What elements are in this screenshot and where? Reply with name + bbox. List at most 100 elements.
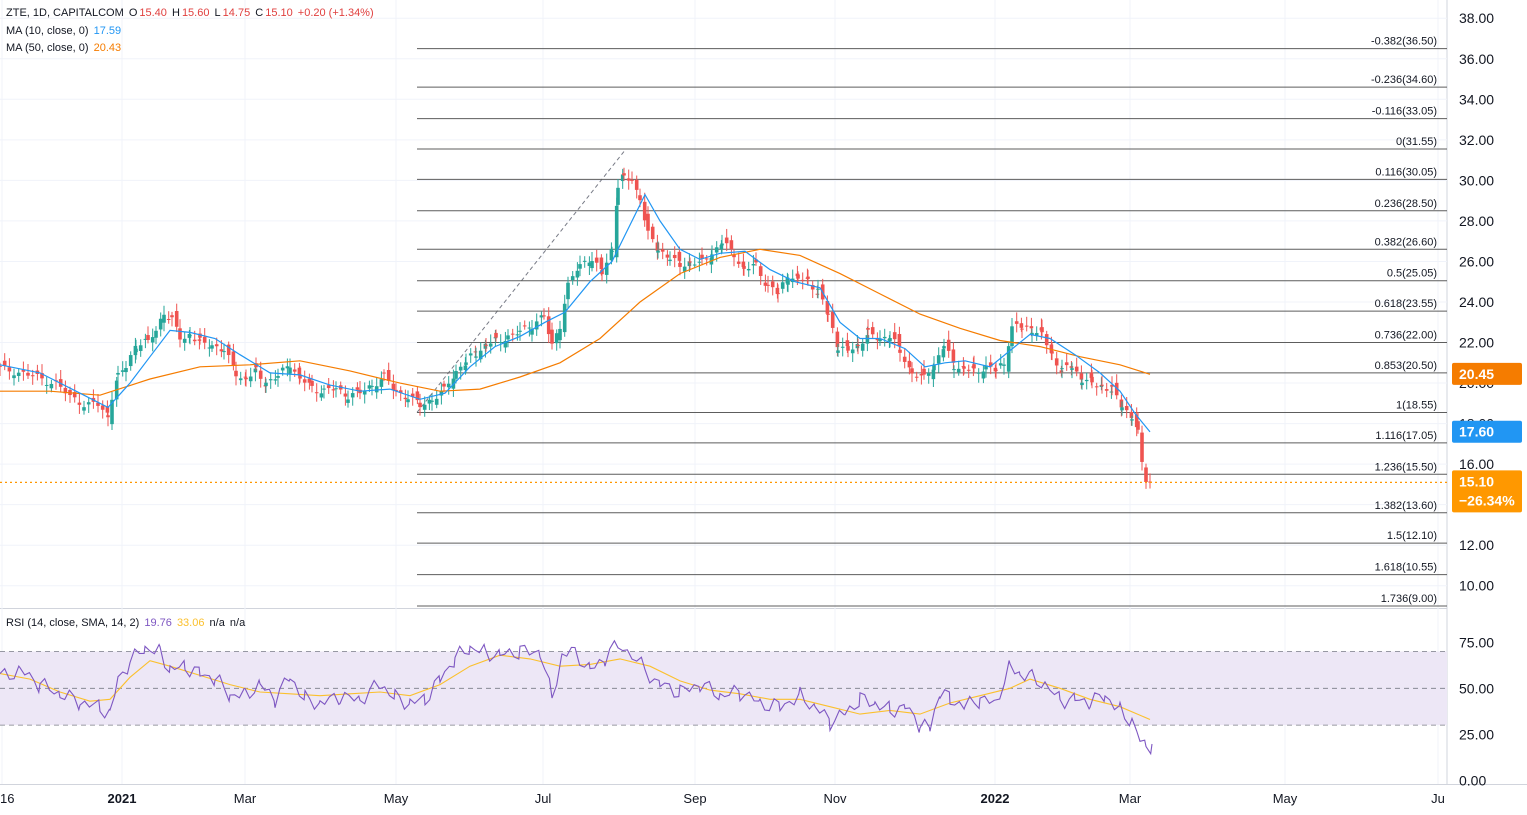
- low-label: L: [214, 7, 221, 19]
- candle-body: [1034, 333, 1039, 336]
- candle-body: [1060, 368, 1064, 370]
- candle-body: [1049, 344, 1054, 353]
- candle-body: [442, 383, 446, 387]
- price-tick-label: 24.00: [1459, 294, 1494, 310]
- candle-body: [622, 173, 626, 176]
- candle-body: [150, 337, 155, 343]
- candle-body: [582, 260, 587, 262]
- time-tick-label: 2022: [981, 791, 1010, 806]
- candle-body: [700, 254, 704, 259]
- candle-body: [910, 368, 914, 374]
- candle-body: [72, 392, 77, 398]
- candle-body: [374, 386, 379, 393]
- candle-body: [719, 244, 724, 250]
- candle-body: [742, 266, 746, 269]
- candle-body: [600, 270, 604, 275]
- symbol-legend[interactable]: ZTE, 1D, CAPITALCOM O 15.40 H 15.60 L 14.75…: [6, 7, 376, 19]
- candle-body: [826, 313, 830, 315]
- candle-body: [379, 379, 384, 387]
- candle-body: [146, 335, 150, 340]
- candle-body: [775, 287, 780, 294]
- price-tag-change: −26.34%: [1459, 492, 1515, 508]
- price-axis[interactable]: 38.00 36.00 34.00 32.00 30.00 28.00 26.00 24.00…: [1452, 10, 1522, 788]
- candle-body: [198, 333, 202, 338]
- candle-body: [976, 372, 981, 374]
- candle-body: [298, 374, 302, 379]
- candle-body: [406, 399, 410, 403]
- candle-body: [1134, 414, 1139, 428]
- candle-body: [188, 335, 192, 337]
- candle-body: [898, 349, 902, 353]
- candle-body: [510, 333, 515, 335]
- fib-level-label: 0.382(26.60): [1375, 236, 1437, 248]
- rsi-legend[interactable]: RSI (14, close, SMA, 14, 2) 19.76 33.06 …: [6, 617, 247, 629]
- candle-body: [210, 345, 214, 349]
- candle-body: [993, 367, 998, 372]
- candle-body: [1050, 351, 1054, 354]
- candle-body: [907, 360, 912, 368]
- candle-body: [314, 392, 319, 394]
- ma50-value: 20.43: [93, 42, 122, 54]
- candle-body: [464, 362, 468, 365]
- price-pane[interactable]: [0, 167, 1447, 489]
- rsi-ma-value: 33.06: [176, 617, 205, 629]
- candle-body: [362, 390, 367, 395]
- ma50-legend[interactable]: MA (50, close, 0) 20.43: [6, 42, 123, 54]
- rsi-na-2: n/a: [229, 617, 246, 629]
- candle-body: [642, 201, 647, 221]
- candle-body: [816, 288, 820, 290]
- candle-body: [403, 397, 408, 400]
- candle-body: [558, 328, 562, 341]
- candle-body: [678, 263, 682, 267]
- ma10-legend[interactable]: MA (10, close, 0) 17.59: [6, 25, 123, 37]
- candle-body: [870, 327, 875, 335]
- candle-body: [936, 355, 941, 364]
- candle-body: [297, 367, 302, 376]
- candle-body: [931, 369, 936, 380]
- time-axis[interactable]: 16 2021 Mar May Jul Sep Nov 2022 Mar May Ju: [0, 791, 1445, 806]
- candle-body: [835, 331, 840, 348]
- candle-body: [214, 344, 219, 347]
- candle-body: [897, 334, 902, 347]
- price-tick-label: 34.00: [1459, 91, 1494, 107]
- candle-body: [1006, 346, 1011, 372]
- candle-body: [243, 376, 248, 378]
- rsi-na-1: n/a: [209, 617, 225, 629]
- candle-body: [1094, 386, 1099, 388]
- candle-body: [604, 262, 609, 275]
- candle-body: [343, 393, 348, 397]
- close-value: 15.10: [265, 7, 293, 19]
- candle-body: [570, 276, 575, 281]
- candle-body: [415, 391, 420, 401]
- candle-body: [44, 384, 49, 386]
- candle-body: [942, 346, 946, 349]
- candle-body: [100, 405, 105, 410]
- candle-body: [2, 360, 7, 366]
- candle-body: [988, 362, 993, 367]
- candle-body: [273, 379, 278, 381]
- candle-body: [946, 339, 951, 351]
- rsi-label: RSI (14, close, SMA, 14, 2): [6, 617, 140, 629]
- ma10-price-tag: [1452, 420, 1522, 443]
- price-tick-label: 26.00: [1459, 253, 1494, 269]
- candle-body: [594, 257, 599, 263]
- rsi-pane[interactable]: [0, 639, 1447, 756]
- candle-body: [331, 389, 336, 391]
- candle-body: [280, 367, 285, 371]
- fib-level-label: 1(18.55): [1396, 399, 1437, 411]
- candle-body: [1089, 372, 1094, 379]
- candle-body: [49, 383, 54, 389]
- candle-body: [207, 347, 212, 349]
- candle-body: [741, 261, 746, 268]
- candle-body: [1080, 382, 1084, 386]
- candle-body: [1020, 328, 1024, 330]
- candle-body: [1069, 366, 1074, 368]
- candle-body: [736, 261, 741, 264]
- candle-body: [1090, 376, 1094, 383]
- candle-body: [446, 383, 451, 388]
- candle-body: [138, 345, 143, 351]
- candle-body: [391, 383, 396, 391]
- price-tick-label: 32.00: [1459, 132, 1494, 148]
- candle-body: [609, 249, 614, 261]
